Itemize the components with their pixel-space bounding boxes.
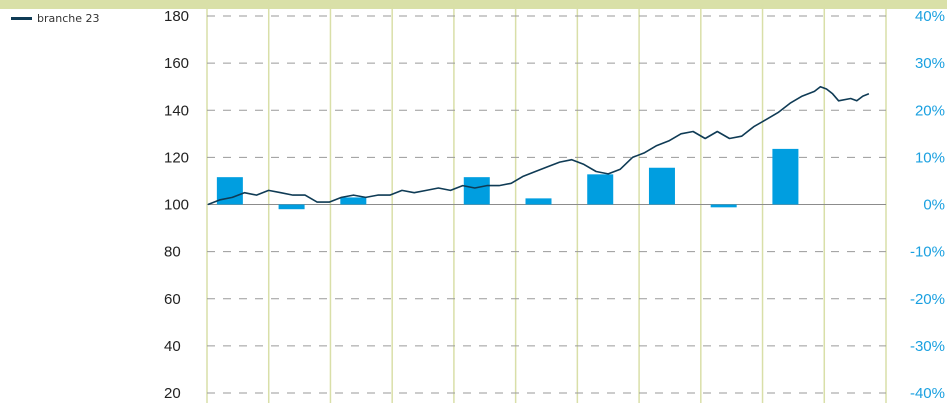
right-tick-label: 40% — [915, 8, 945, 25]
top-band — [0, 0, 947, 9]
bar — [525, 198, 552, 205]
bar — [463, 177, 490, 205]
left-tick-label: 40 — [164, 338, 181, 355]
left-tick-label: 20 — [164, 385, 181, 402]
left-tick-label: 140 — [164, 102, 189, 119]
left-tick-label: 180 — [164, 8, 189, 25]
bar — [710, 204, 737, 208]
series-line — [207, 85, 870, 206]
legend-line-swatch — [11, 17, 32, 20]
bar — [278, 204, 305, 210]
left-tick-label: 160 — [164, 55, 189, 72]
right-tick-label: -30% — [910, 338, 945, 355]
bar — [340, 197, 367, 205]
left-tick-label: 60 — [164, 291, 181, 308]
right-tick-label: 30% — [915, 55, 945, 72]
left-tick-label: 100 — [164, 197, 189, 214]
right-tick-label: 0% — [923, 197, 945, 214]
legend: branche 23 — [11, 12, 100, 25]
bar — [587, 174, 614, 205]
left-tick-label: 120 — [164, 149, 189, 166]
bar — [648, 167, 675, 205]
right-tick-label: 10% — [915, 149, 945, 166]
right-tick-label: 20% — [915, 102, 945, 119]
legend-label: branche 23 — [37, 12, 100, 25]
bar — [772, 148, 799, 205]
right-tick-label: -40% — [910, 385, 945, 402]
right-tick-label: -20% — [910, 291, 945, 308]
right-tick-label: -10% — [910, 244, 945, 261]
left-tick-label: 80 — [164, 244, 181, 261]
